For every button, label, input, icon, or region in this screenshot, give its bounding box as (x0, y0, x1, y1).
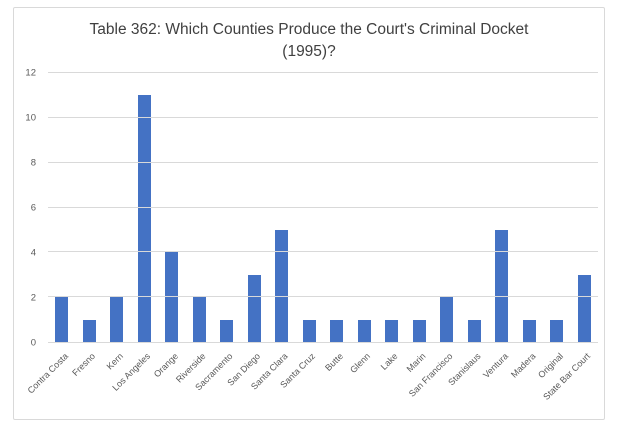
y-tick-label: 8 (30, 157, 36, 169)
bar-slot (488, 73, 516, 342)
y-tick-label: 12 (25, 67, 36, 79)
bar-slot (516, 73, 544, 342)
bar-riverside (192, 297, 206, 342)
bar-slot (268, 73, 296, 342)
bar-slot (406, 73, 434, 342)
x-tick-label: Butte (322, 351, 345, 373)
bar-slot (461, 73, 489, 342)
bar-slot (186, 73, 214, 342)
bar-slot (378, 73, 406, 342)
bar-santa-clara (275, 229, 289, 342)
gridline (48, 251, 598, 253)
bar-state-bar-court (577, 274, 591, 342)
x-tick-label: Ventura (480, 351, 510, 381)
bar-lake (385, 319, 399, 342)
y-axis: 0 2 4 6 8 10 12 (14, 68, 42, 349)
gridline (48, 72, 598, 73)
gridline (48, 206, 598, 208)
bar-orange (165, 252, 179, 342)
bar-stanislaus (467, 319, 481, 342)
bars-row (48, 73, 598, 342)
x-tick-label: Fresno (70, 351, 98, 378)
bar-slot (241, 73, 269, 342)
plot-area (48, 72, 598, 343)
bar-slot (571, 73, 599, 342)
gridline (48, 161, 598, 163)
bar-slot (213, 73, 241, 342)
y-tick-label: 2 (30, 292, 36, 304)
x-axis: Contra Costa Fresno Kern Los Angeles Orange R… (25, 344, 598, 420)
chart-title: Table 362: Which Counties Produce the Co… (89, 21, 529, 60)
bar-san-francisco (440, 297, 454, 342)
x-tick-label: Marin (404, 351, 428, 374)
bar-santa-cruz (302, 319, 316, 342)
bar-fresno (82, 319, 96, 342)
y-tick-label: 0 (30, 337, 36, 349)
gridline (48, 116, 598, 118)
bar-kern (110, 297, 124, 342)
x-tick-label: Madera (508, 351, 538, 380)
gridline (48, 296, 598, 298)
x-tick-label: Lake (378, 351, 400, 372)
bar-san-diego (247, 274, 261, 342)
bar-slot (323, 73, 351, 342)
y-tick-label: 6 (30, 202, 36, 214)
bar-contra-costa (55, 297, 69, 342)
bar-slot (131, 73, 159, 342)
bar-los-angeles (137, 95, 151, 342)
bar-slot (296, 73, 324, 342)
y-tick-label: 4 (30, 247, 36, 259)
bar-madera (522, 319, 536, 342)
bar-slot (351, 73, 379, 342)
x-tick-label: Contra Costa (25, 351, 70, 396)
bar-sacramento (220, 319, 234, 342)
chart-container: Table 362: Which Counties Produce the Co… (13, 7, 605, 420)
x-tick-label: Glenn (348, 351, 373, 376)
bar-slot (158, 73, 186, 342)
bar-original (550, 319, 564, 342)
bar-ventura (495, 229, 509, 342)
bar-marin (412, 319, 426, 342)
y-tick-label: 10 (25, 112, 36, 124)
bar-slot (433, 73, 461, 342)
x-tick-label: Kern (104, 351, 125, 372)
bar-butte (330, 319, 344, 342)
bar-slot (543, 73, 571, 342)
bar-slot (48, 73, 76, 342)
bar-glenn (357, 319, 371, 342)
bar-slot (103, 73, 131, 342)
bar-slot (76, 73, 104, 342)
